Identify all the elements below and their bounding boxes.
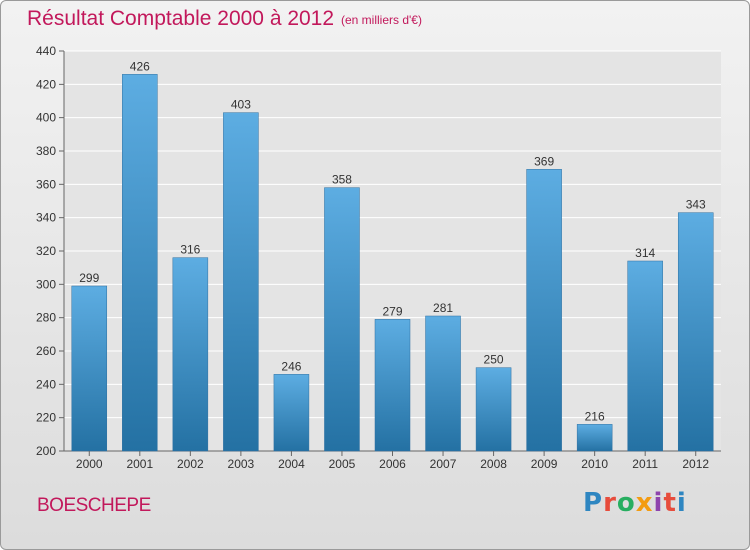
bar [273, 374, 310, 452]
logo-letter: P [583, 488, 604, 518]
data-label: 299 [79, 271, 99, 285]
x-tick-label: 2004 [278, 457, 305, 471]
logo-letter: o [616, 488, 636, 518]
data-label: 343 [686, 198, 706, 212]
bar [526, 169, 562, 452]
data-label: 246 [281, 359, 301, 373]
logo-letter: i [653, 488, 664, 518]
data-label: 281 [433, 301, 453, 315]
x-tick-label: 2008 [480, 457, 507, 471]
x-tick-label: 2009 [531, 457, 558, 471]
bar [425, 315, 461, 452]
chart-subtitle: (en milliers d'€) [341, 13, 422, 27]
bar [576, 424, 613, 452]
bar [475, 367, 512, 452]
bar [122, 74, 158, 452]
proxiti-logo: Proxiti [583, 488, 687, 518]
data-label: 250 [484, 353, 504, 367]
x-tick-label: 2002 [177, 457, 204, 471]
data-label: 314 [635, 246, 655, 260]
data-label: 426 [130, 59, 150, 73]
chart-title: Résultat Comptable 2000 à 2012 [27, 7, 335, 30]
x-tick-label: 2010 [581, 457, 608, 471]
x-tick-label: 2007 [430, 457, 457, 471]
y-tick-label: 400 [36, 111, 56, 125]
y-tick-label: 300 [36, 277, 56, 291]
y-tick-label: 280 [36, 311, 56, 325]
bar [677, 212, 714, 452]
bar [223, 112, 259, 452]
data-label: 316 [180, 243, 200, 257]
data-label: 369 [534, 154, 554, 168]
bar [374, 319, 411, 452]
bar [627, 260, 663, 452]
logo-letter: r [603, 488, 617, 518]
y-tick-label: 360 [36, 177, 56, 191]
x-tick-label: 2012 [682, 457, 709, 471]
y-tick-label: 220 [36, 411, 56, 425]
y-tick-label: 320 [36, 244, 56, 258]
x-tick-label: 2005 [329, 457, 356, 471]
y-tick-label: 420 [36, 77, 56, 91]
commune-name: BOESCHEPE [37, 495, 151, 516]
logo-letter: t [663, 488, 677, 518]
logo-letter: i [676, 488, 687, 518]
y-tick-label: 260 [36, 344, 56, 358]
bar [324, 187, 360, 452]
y-tick-label: 200 [36, 444, 56, 458]
y-tick-label: 340 [36, 211, 56, 225]
y-tick-label: 240 [36, 377, 56, 391]
y-tick-label: 380 [36, 144, 56, 158]
data-label: 358 [332, 173, 352, 187]
x-tick-label: 2011 [632, 457, 658, 471]
data-label: 279 [382, 304, 402, 318]
bar [71, 285, 108, 452]
x-tick-label: 2001 [126, 457, 153, 471]
data-label: 216 [585, 409, 605, 423]
x-tick-label: 2000 [76, 457, 103, 471]
x-tick-label: 2006 [379, 457, 406, 471]
x-tick-label: 2003 [228, 457, 255, 471]
logo-letter: x [635, 488, 654, 518]
bar [172, 257, 209, 452]
y-tick-label: 440 [36, 44, 56, 58]
data-label: 403 [231, 98, 251, 112]
